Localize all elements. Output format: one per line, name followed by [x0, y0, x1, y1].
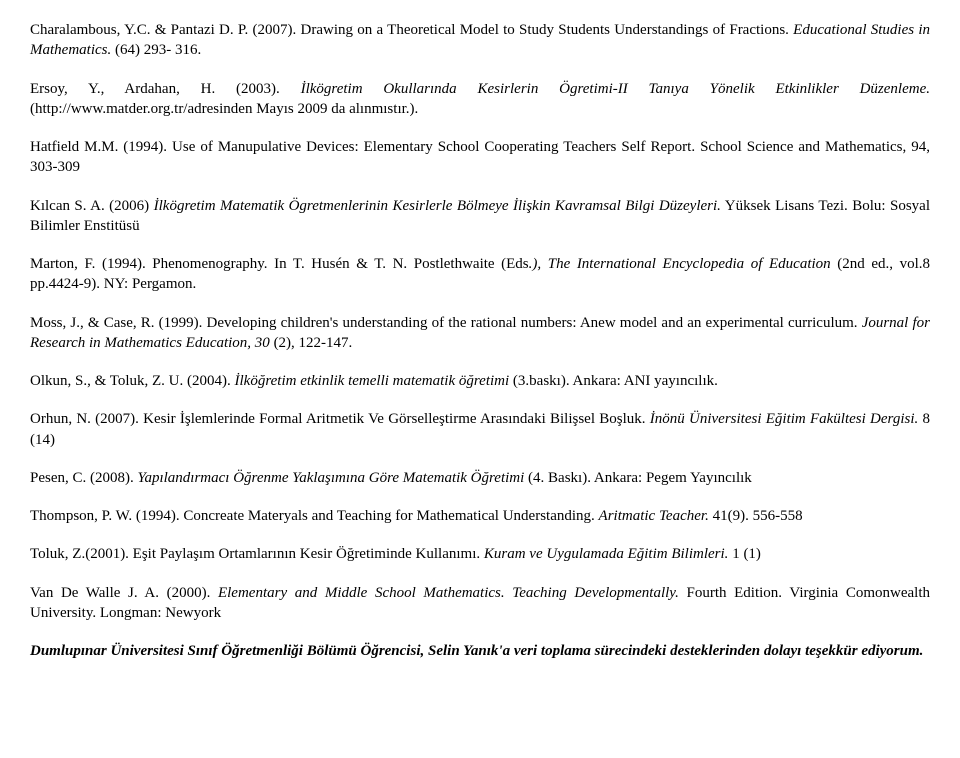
- ref-title: İlkögretim Matematik Ögretmenlerinin Kes…: [154, 198, 721, 214]
- reference-entry: Orhun, N. (2007). Kesir İşlemlerinde For…: [30, 409, 930, 450]
- ref-journal: Kuram ve Uygulamada Eğitim Bilimleri.: [484, 546, 729, 562]
- reference-entry: Hatfield M.M. (1994). Use of Manupulativ…: [30, 137, 930, 178]
- ref-text: Pesen, C. (2008).: [30, 470, 138, 486]
- ref-text: (3.baskı). Ankara: ANI yayıncılık.: [513, 373, 718, 389]
- ref-journal: .), The International Encyclopedia of Ed…: [529, 256, 838, 272]
- ref-text: Kılcan S. A. (2006): [30, 198, 154, 214]
- ref-text: Ersoy, Y., Ardahan, H. (2003).: [30, 81, 301, 97]
- ref-text: (4. Baskı). Ankara: Pegem Yayıncılık: [528, 470, 752, 486]
- reference-entry: Charalambous, Y.C. & Pantazi D. P. (2007…: [30, 20, 930, 61]
- ref-text: Olkun, S., & Toluk, Z. U. (2004).: [30, 373, 235, 389]
- ref-text: 41(9). 556-558: [709, 508, 803, 524]
- ref-text: Hatfield M.M. (1994). Use of Manupulativ…: [30, 139, 930, 175]
- ref-text: Orhun, N. (2007). Kesir İşlemlerinde For…: [30, 411, 650, 427]
- ref-text: Van De Walle J. A. (2000).: [30, 585, 218, 601]
- ref-text: Charalambous, Y.C. & Pantazi D. P. (2007…: [30, 22, 793, 38]
- reference-entry: Pesen, C. (2008). Yapılandırmacı Öğrenme…: [30, 468, 930, 488]
- reference-entry: Ersoy, Y., Ardahan, H. (2003). İlkögreti…: [30, 79, 930, 120]
- ref-text: Marton, F. (1994). Phenomenography. In T…: [30, 256, 529, 272]
- ref-text: (2), 122-147.: [274, 335, 353, 351]
- ref-text: Toluk, Z.(2001). Eşit Paylaşım Ortamları…: [30, 546, 484, 562]
- ref-text: Thompson, P. W. (1994). Concreate Matery…: [30, 508, 599, 524]
- acknowledgement: Dumlupınar Üniversitesi Sınıf Öğretmenli…: [30, 641, 930, 661]
- ref-title: İlköğretim etkinlik temelli matematik öğ…: [235, 373, 513, 389]
- reference-entry: Marton, F. (1994). Phenomenography. In T…: [30, 254, 930, 295]
- ref-journal: İnönü Üniversitesi Eğitim Fakültesi Derg…: [650, 411, 918, 427]
- reference-entry: Toluk, Z.(2001). Eşit Paylaşım Ortamları…: [30, 544, 930, 564]
- reference-entry: Van De Walle J. A. (2000). Elementary an…: [30, 583, 930, 624]
- ref-text: (64) 293- 316.: [111, 42, 201, 58]
- ref-title: Elementary and Middle School Mathematics…: [218, 585, 679, 601]
- reference-entry: Thompson, P. W. (1994). Concreate Matery…: [30, 506, 930, 526]
- reference-entry: Kılcan S. A. (2006) İlkögretim Matematik…: [30, 196, 930, 237]
- reference-entry: Olkun, S., & Toluk, Z. U. (2004). İlköğr…: [30, 371, 930, 391]
- ref-text: Moss, J., & Case, R. (1999). Developing …: [30, 315, 862, 331]
- ref-journal: Aritmatic Teacher.: [599, 508, 709, 524]
- ref-title: Yapılandırmacı Öğrenme Yaklaşımına Göre …: [138, 470, 529, 486]
- ref-text: 1 (1): [728, 546, 761, 562]
- ref-title: İlkögretim Okullarında Kesirlerin Ögreti…: [301, 81, 930, 97]
- ref-text: (http://www.matder.org.tr/adresinden May…: [30, 101, 418, 117]
- reference-entry: Moss, J., & Case, R. (1999). Developing …: [30, 313, 930, 354]
